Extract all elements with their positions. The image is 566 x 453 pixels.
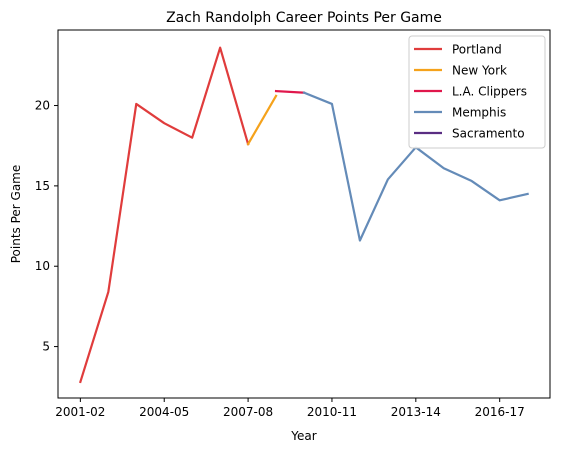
y-tick-label: 15 [35, 179, 50, 193]
legend: Portland New York L.A. Clippers Memphis Sacr… [408, 35, 546, 149]
y-axis-label: Points Per Game [9, 165, 23, 264]
legend-label: L.A. Clippers [452, 85, 527, 99]
y-tick-label: 10 [35, 259, 50, 273]
x-tick-label: 2007-08 [223, 405, 273, 419]
series-line-new-york [246, 94, 278, 146]
series-line-portland [78, 46, 250, 384]
legend-label: Portland [452, 43, 502, 57]
plot-frame [57, 29, 551, 399]
legend-label: Sacramento [452, 127, 525, 141]
x-tick-label: 2010-11 [307, 405, 357, 419]
x-tick-label: 2001-02 [55, 405, 105, 419]
x-axis-label: Year [290, 429, 316, 443]
x-axis-ticks: 2001-02 2004-05 2007-08 2010-11 2013-14 2016-… [55, 398, 525, 419]
legend-entries: Portland New York L.A. Clippers Memphis Sacr… [414, 43, 527, 141]
chart-title: Zach Randolph Career Points Per Game [166, 10, 442, 26]
legend-label: New York [452, 64, 507, 78]
y-axis-ticks: 5 10 15 20 [35, 99, 58, 354]
x-tick-label: 2004-05 [139, 405, 189, 419]
x-tick-label: 2013-14 [391, 405, 441, 419]
y-tick-label: 20 [35, 99, 50, 113]
x-tick-label: 2016-17 [475, 405, 525, 419]
y-tick-label: 5 [42, 340, 50, 354]
legend-label: Memphis [452, 106, 506, 120]
legend-frame [408, 35, 546, 149]
series-line-l-a-clippers [274, 89, 306, 94]
